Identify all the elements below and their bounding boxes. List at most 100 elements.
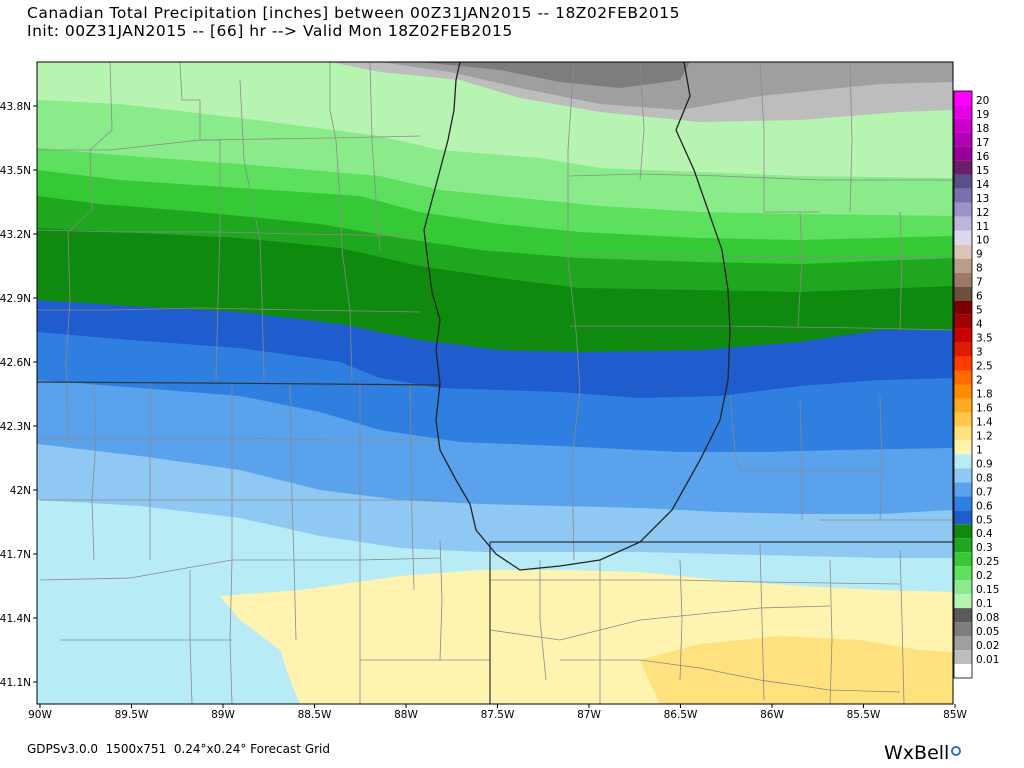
legend-label: 1.8: [976, 388, 993, 400]
legend-swatch: [954, 412, 972, 427]
legend-label: 4: [976, 319, 983, 331]
legend-swatch: [954, 608, 972, 623]
legend-label: 8: [976, 263, 983, 275]
legend-label: 3: [976, 347, 983, 359]
legend-label: 15: [976, 165, 989, 177]
legend-label: 0.2: [976, 570, 993, 582]
lat-label: 41.7N: [0, 549, 31, 561]
legend-swatch: [954, 188, 972, 203]
lat-label: 43.5N: [0, 165, 31, 177]
legend-label: 20: [976, 95, 989, 107]
legend-label: 18: [976, 123, 989, 135]
model-info: GDPSv3.0.0 1500x751 0.24°x0.24° Forecast…: [27, 742, 330, 756]
legend-swatch: [954, 426, 972, 441]
legend-swatch: [954, 342, 972, 357]
legend-swatch: [954, 202, 972, 217]
lat-label: 42.6N: [0, 357, 31, 369]
legend-swatch: [954, 538, 972, 553]
state-borders: [37, 381, 953, 704]
legend-swatch: [954, 510, 972, 525]
legend-swatch: [954, 91, 972, 105]
lat-label: 42N: [10, 485, 31, 497]
legend-swatch: [954, 230, 972, 245]
legend-swatch: [954, 174, 972, 189]
legend-swatch: [954, 160, 972, 175]
lon-label: 86.5W: [664, 709, 698, 721]
legend-label: 11: [976, 221, 989, 233]
legend-swatch: [954, 622, 972, 637]
brand-dot-icon: [951, 746, 962, 756]
legend-swatch: [954, 118, 972, 133]
legend-label: 0.02: [976, 640, 999, 652]
lake-michigan-shoreline: [423, 61, 731, 571]
lon-label: 87W: [577, 709, 601, 721]
legend-label: 14: [976, 179, 990, 191]
legend-swatch: [954, 244, 972, 259]
legend-label: 7: [976, 277, 983, 289]
legend-label: 10: [976, 235, 989, 247]
legend-swatch: [954, 454, 972, 469]
legend-label: 1.2: [976, 430, 993, 442]
legend-swatch: [954, 594, 972, 609]
legend-label: 0.3: [976, 542, 993, 554]
lat-label: 42.9N: [0, 293, 31, 305]
legend-swatch: [954, 664, 972, 678]
lat-label: 41.1N: [0, 677, 31, 689]
lon-label: 85W: [943, 709, 967, 721]
legend-label: 0.4: [976, 528, 993, 540]
map-frame: [36, 61, 954, 705]
lon-label: 87.5W: [481, 709, 515, 721]
legend-label: 0.15: [976, 584, 999, 596]
lon-label: 89.5W: [115, 709, 149, 721]
legend-swatch: [954, 328, 972, 343]
legend-label: 0.5: [976, 514, 993, 526]
legend-swatch: [954, 650, 972, 665]
legend-label: 17: [976, 137, 989, 149]
legend-swatch: [954, 300, 972, 315]
legend-swatch: [954, 580, 972, 595]
legend-swatch: [954, 314, 972, 329]
lon-axis: 90W 89.5W 89W 88.5W 88W 87.5W 87W 86.5W 86W 85.5W…: [28, 704, 967, 721]
chart-subtitle: Init: 00Z31JAN2015 -- [66] hr --> Valid …: [27, 22, 513, 40]
legend-label: 0.9: [976, 458, 993, 470]
brand-logo: WxBell: [884, 742, 962, 764]
legend-swatch: [954, 482, 972, 497]
legend-label: 19: [976, 109, 989, 121]
legend-swatch: [954, 132, 972, 147]
legend-swatch: [954, 398, 972, 413]
legend-swatch: [954, 566, 972, 581]
legend-label: 3.5: [976, 333, 993, 345]
legend-label: 0.01: [976, 654, 999, 666]
legend-swatch: [954, 524, 972, 539]
brand-text: WxBell: [884, 742, 950, 764]
legend-label: 2.5: [976, 361, 993, 373]
county-lines: [37, 62, 953, 704]
lat-axis: 43.8N 43.5N 43.2N 42.9N 42.6N 42.3N 42N 41.7N 41…: [0, 101, 37, 689]
precip-legend: 20 19 18 17 16 15 14 13 12 11 10 9 8 7 6 5 4 3.5 3 2.5 21.8 1…: [953, 90, 999, 679]
legend-label: 0.08: [976, 612, 999, 624]
legend-label: 5: [976, 305, 983, 317]
legend-label: 12: [976, 207, 989, 219]
lat-label: 43.2N: [0, 229, 31, 241]
legend-swatch: [954, 636, 972, 651]
zone-1.2: [640, 636, 953, 704]
legend-swatch: [954, 258, 972, 273]
zone-gray-0.08: [420, 62, 690, 88]
legend-swatch: [954, 384, 972, 399]
legend-label: 1.6: [976, 402, 993, 414]
lat-label: 42.3N: [0, 421, 31, 433]
legend-swatch: [954, 104, 972, 119]
legend-swatch: [954, 146, 972, 161]
lon-label: 89W: [211, 709, 235, 721]
legend-label: 0.7: [976, 486, 993, 498]
legend-label: 9: [976, 249, 983, 261]
lon-label: 90W: [28, 709, 52, 721]
legend-swatch: [954, 440, 972, 455]
legend-swatch: [954, 216, 972, 231]
legend-swatch: [954, 468, 972, 483]
lon-label: 86W: [760, 709, 784, 721]
legend-label: 16: [976, 151, 990, 163]
lon-label: 88.5W: [298, 709, 332, 721]
lat-label: 41.4N: [0, 613, 31, 625]
